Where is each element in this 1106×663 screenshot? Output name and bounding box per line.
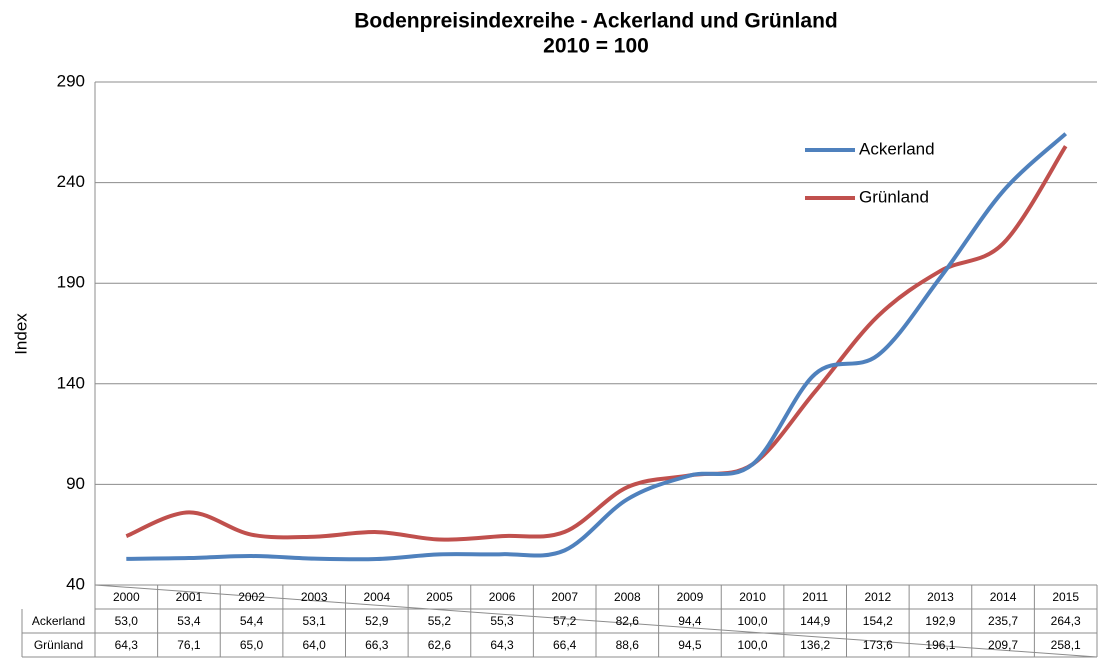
table-value: 192,9 — [925, 614, 955, 628]
table-value: 144,9 — [800, 614, 830, 628]
table-value: 258,1 — [1051, 638, 1081, 652]
x-tick-label: 2001 — [176, 590, 203, 604]
chart-title: Bodenpreisindexreihe - Ackerland und Grü… — [354, 10, 837, 33]
table-value: 100,0 — [738, 638, 768, 652]
table-value: 55,2 — [428, 614, 452, 628]
table-value: 62,6 — [428, 638, 452, 652]
table-value: 53,0 — [115, 614, 139, 628]
x-tick-label: 2005 — [426, 590, 453, 604]
table-value: 54,4 — [240, 614, 264, 628]
line-series — [126, 132, 1068, 562]
table-value: 136,2 — [800, 638, 830, 652]
table-value: 53,4 — [177, 614, 201, 628]
table-value: 235,7 — [988, 614, 1018, 628]
y-tick-label: 190 — [57, 273, 85, 292]
table-value: 154,2 — [863, 614, 893, 628]
x-tick-label: 2006 — [489, 590, 516, 604]
table-value: 100,0 — [738, 614, 768, 628]
table-value: 53,1 — [303, 614, 327, 628]
y-tick-label: 240 — [57, 172, 85, 191]
table-value: 88,6 — [616, 638, 640, 652]
table-value: 55,3 — [490, 614, 514, 628]
x-tick-label: 2014 — [990, 590, 1017, 604]
x-tick-label: 2012 — [864, 590, 891, 604]
table-value: 264,3 — [1051, 614, 1081, 628]
y-tick-label: 40 — [66, 574, 85, 593]
table-value: 64,3 — [490, 638, 514, 652]
x-tick-label: 2000 — [113, 590, 140, 604]
table-value: 66,3 — [365, 638, 389, 652]
x-tick-label: 2003 — [301, 590, 328, 604]
line-series — [125, 145, 1068, 542]
table-value: 173,6 — [863, 638, 893, 652]
table-value: 94,4 — [678, 614, 702, 628]
legend-label: Ackerland — [859, 139, 935, 158]
table-value: 76,1 — [177, 638, 201, 652]
y-tick-label: 290 — [57, 71, 85, 90]
chart-subtitle: 2010 = 100 — [543, 35, 649, 58]
x-tick-label: 2009 — [677, 590, 704, 604]
table-value: 209,7 — [988, 638, 1018, 652]
table-row-label: Grünland — [34, 638, 83, 652]
y-tick-label: 90 — [66, 474, 85, 493]
x-tick-label: 2004 — [363, 590, 390, 604]
x-tick-label: 2002 — [238, 590, 265, 604]
table-value: 64,0 — [303, 638, 327, 652]
table-value: 66,4 — [553, 638, 577, 652]
table-value: 94,5 — [678, 638, 702, 652]
x-tick-label: 2011 — [802, 590, 828, 604]
y-tick-label: 140 — [57, 373, 85, 392]
table-row-label: Ackerland — [32, 614, 85, 628]
table-value: 57,2 — [553, 614, 577, 628]
x-tick-label: 2015 — [1052, 590, 1079, 604]
x-tick-label: 2010 — [739, 590, 766, 604]
x-tick-label: 2013 — [927, 590, 954, 604]
y-axis-label: Index — [11, 313, 30, 355]
table-value: 196,1 — [925, 638, 955, 652]
table-value: 52,9 — [365, 614, 389, 628]
table-value: 65,0 — [240, 638, 264, 652]
legend-label: Grünland — [859, 187, 929, 206]
table-value: 82,6 — [616, 614, 640, 628]
x-tick-label: 2007 — [551, 590, 578, 604]
table-value: 64,3 — [115, 638, 139, 652]
x-tick-label: 2008 — [614, 590, 641, 604]
